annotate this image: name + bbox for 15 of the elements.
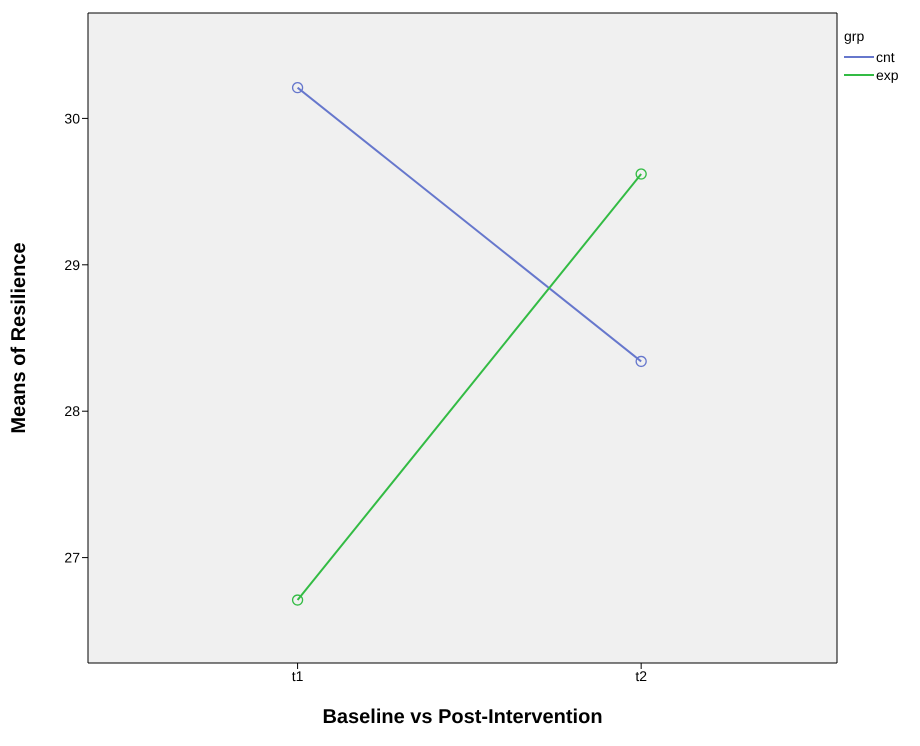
x-tick-label: t2 xyxy=(635,668,648,684)
point xyxy=(292,82,304,94)
x-tick-label: t1 xyxy=(292,668,304,684)
legend-label: exp xyxy=(876,67,899,83)
y-tick-label: 28 xyxy=(64,403,80,420)
legend-label: cnt xyxy=(876,49,895,65)
legend-title: grp xyxy=(844,28,866,44)
y-axis-title: Means of Resilience xyxy=(8,242,30,434)
point xyxy=(636,356,647,368)
x-axis-title: Baseline vs Post-Intervention xyxy=(322,706,603,728)
point xyxy=(636,168,647,180)
y-tick-label: 30 xyxy=(64,110,80,126)
point xyxy=(292,594,304,606)
y-tick-label: 29 xyxy=(64,256,80,273)
y-tick-label: 27 xyxy=(64,550,80,566)
